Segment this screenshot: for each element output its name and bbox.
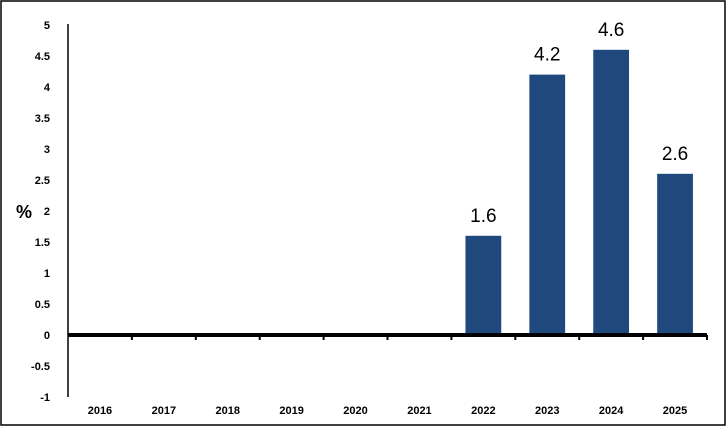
y-tick-label: -0.5 (31, 361, 50, 373)
data-label-2024: 4.6 (598, 20, 624, 41)
y-tick-label: 0 (44, 330, 50, 342)
y-tick-label: -1 (40, 392, 50, 404)
bars (465, 49, 693, 336)
bar-2022 (465, 235, 502, 335)
x-tick-label: 2022 (471, 405, 495, 417)
x-tick-label: 2019 (279, 405, 303, 417)
y-tick-label: 1.5 (35, 237, 50, 249)
bar-2025 (657, 173, 693, 335)
y-tick-label: 0.5 (35, 299, 50, 311)
y-tick-label: 3 (44, 144, 50, 156)
bar-2024 (593, 49, 630, 336)
y-tick-label: 4.5 (35, 51, 50, 63)
y-tick-label: 3.5 (35, 113, 50, 125)
bar-2023 (529, 74, 566, 335)
x-tick-label: 2023 (535, 405, 559, 417)
x-tick-label: 2018 (216, 405, 240, 417)
y-tick-labels: -1 -0.5 0 0.5 1 1.5 2 2.5 3 3.5 4 4.5 5 (31, 20, 51, 404)
x-tick-label: 2020 (343, 405, 367, 417)
y-tick-label: 2 (44, 206, 50, 218)
y-tick-label: 1 (44, 268, 50, 280)
y-tick-label: 4 (44, 82, 51, 94)
x-tick-label: 2024 (599, 405, 624, 417)
y-axis-label: % (16, 202, 32, 222)
x-tick-label: 2025 (663, 405, 687, 417)
data-label-2022: 1.6 (470, 206, 496, 227)
x-tick-label: 2021 (407, 405, 431, 417)
y-tick-label: 2.5 (35, 175, 50, 187)
y-tick-label: 5 (44, 20, 50, 32)
x-tick-label: 2017 (152, 405, 176, 417)
x-tick-label: 2016 (88, 405, 112, 417)
data-label-2023: 4.2 (534, 45, 560, 66)
data-labels: 1.6 4.2 4.6 2.6 (470, 20, 688, 227)
x-tick-labels: 2016 2017 2018 2019 2020 2021 2022 2023 2024 2025 (88, 335, 708, 417)
data-label-2025: 2.6 (662, 144, 688, 165)
